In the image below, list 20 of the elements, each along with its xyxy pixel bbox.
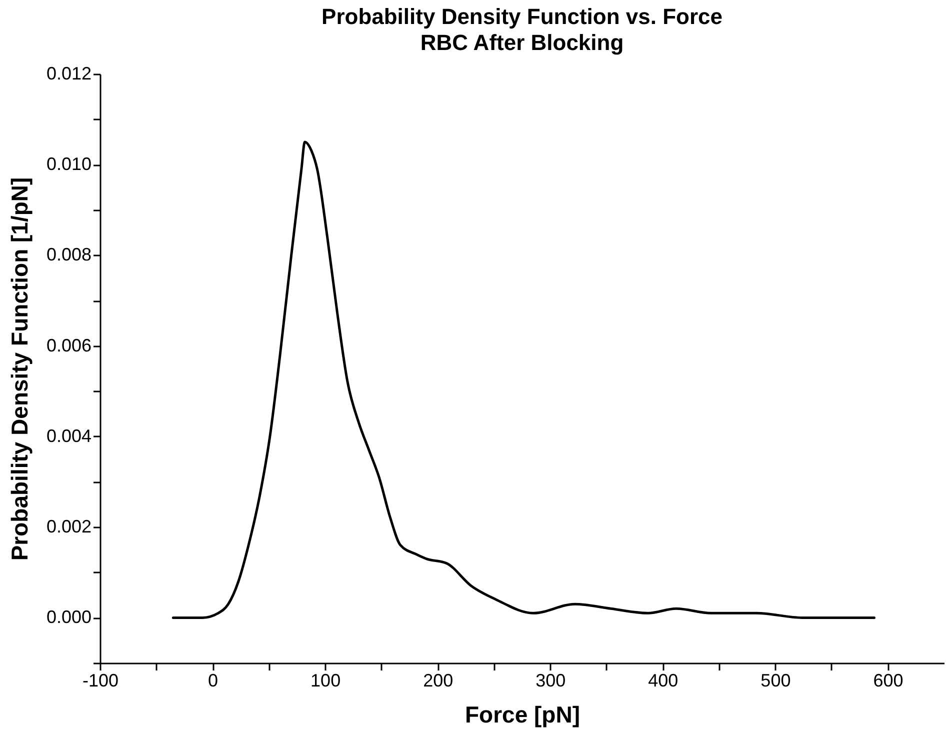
- x-tick-label: 100: [310, 670, 341, 690]
- y-axis-title: Probability Density Function [1/pN]: [6, 177, 32, 561]
- x-tick-label: 500: [760, 670, 791, 690]
- x-tick-label: 600: [873, 670, 904, 690]
- y-tick-label: 0.008: [46, 244, 92, 265]
- x-axis-title: Force [pN]: [465, 702, 580, 728]
- y-tick-label: 0.000: [46, 607, 92, 628]
- x-tick-label: 200: [423, 670, 454, 690]
- line-series: [172, 140, 876, 619]
- y-tick-label: 0.010: [46, 154, 92, 174]
- x-tick-label: -100: [82, 670, 119, 690]
- y-tick-label: 0.012: [46, 64, 92, 84]
- y-tick-label: 0.002: [46, 516, 92, 537]
- chart-title: Probability Density Function vs. Force: [322, 4, 722, 29]
- y-tick-label: 0.006: [46, 335, 92, 356]
- y-tick-label: 0.004: [46, 426, 92, 446]
- chart-subtitle: RBC After Blocking: [420, 30, 624, 55]
- x-tick-label: 0: [208, 670, 218, 690]
- x-tick-label: 400: [648, 670, 678, 690]
- x-tick-label: 300: [536, 670, 566, 690]
